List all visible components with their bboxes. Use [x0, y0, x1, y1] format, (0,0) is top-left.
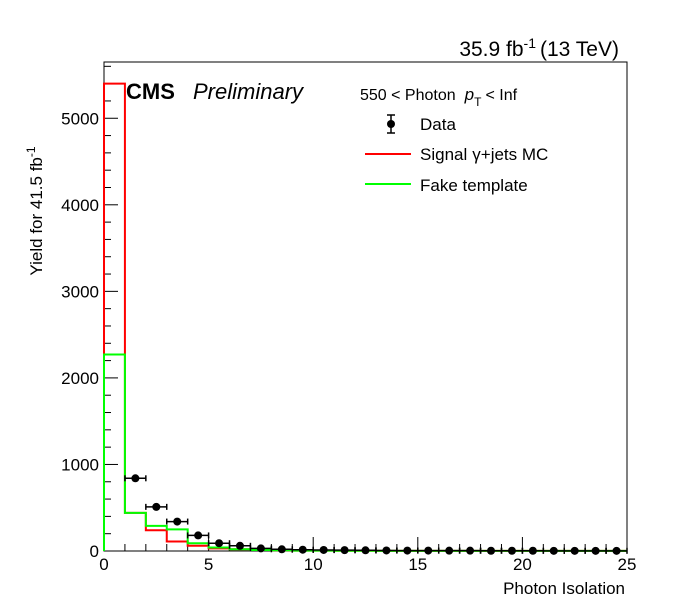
preliminary-label: Preliminary [193, 79, 305, 104]
y-axis-title: Yield for 41.5 fb-1 [24, 146, 46, 275]
data-point [256, 544, 265, 553]
data-points [124, 474, 628, 555]
lumi-energy: (13 TeV) [540, 38, 619, 61]
y-tick-label: 3000 [61, 282, 99, 301]
data-point [173, 517, 182, 526]
legend-signal-pre: Signal [420, 145, 467, 164]
x-tick-label: 15 [408, 555, 427, 574]
lumi-value: 35.9 fb [459, 38, 523, 61]
tick-labels: 0 5 10 15 20 25 0 1000 2000 3000 4000 5000 [61, 109, 636, 574]
legend-signal-label: Signal γ+jets MC [420, 145, 548, 164]
legend-header-sub: T [474, 95, 482, 109]
y-axis-title-main: Yield for 41.5 fb [27, 157, 46, 275]
legend: 550 < Photon pT < Inf Data Signal γ+jets MC… [360, 85, 548, 195]
legend-header-post: < Inf [485, 87, 517, 104]
legend-data-label: Data [420, 115, 456, 134]
data-point [277, 545, 286, 554]
data-point [612, 546, 621, 555]
data-point [131, 474, 140, 483]
legend-header-pre: 550 < Photon [360, 87, 456, 104]
x-tick-label: 20 [513, 555, 532, 574]
data-point [507, 546, 516, 555]
data-point [403, 546, 412, 555]
data-point [361, 546, 370, 555]
y-tick-label: 2000 [61, 369, 99, 388]
x-tick-label: 0 [99, 555, 108, 574]
data-point [549, 546, 558, 555]
y-tick-label: 4000 [61, 196, 99, 215]
y-tick-label: 0 [90, 542, 99, 561]
legend-header-p: p [464, 85, 474, 104]
data-point [424, 546, 433, 555]
data-point [152, 502, 161, 511]
data-point [194, 531, 203, 540]
legend-data-marker [387, 114, 395, 134]
lumi-label: 35.9 fb-1 (13 TeV) [459, 35, 619, 61]
y-axis-title-exp: -1 [24, 146, 38, 157]
x-tick-label: 10 [304, 555, 323, 574]
lumi-exp: -1 [524, 35, 537, 51]
y-tick-label: 5000 [61, 109, 99, 128]
x-tick-label: 5 [204, 555, 213, 574]
legend-signal-greek: γ [472, 145, 481, 164]
axis-ticks [103, 65, 628, 552]
data-point [298, 545, 307, 554]
legend-header: 550 < Photon pT < Inf [360, 85, 518, 109]
data-point [215, 539, 224, 548]
cms-label: CMS [126, 79, 175, 104]
x-tick-label: 25 [618, 555, 637, 574]
x-axis-title: Photon Isolation [503, 579, 625, 598]
data-point [591, 546, 600, 555]
y-tick-label: 1000 [61, 455, 99, 474]
data-point [528, 546, 537, 555]
data-point [340, 546, 349, 555]
plot-frame [103, 61, 628, 552]
legend-fake-label: Fake template [420, 176, 528, 195]
data-point [487, 546, 496, 555]
data-point [570, 546, 579, 555]
data-point [319, 545, 328, 554]
data-point [445, 546, 454, 555]
data-point [382, 546, 391, 555]
legend-signal-post: +jets MC [481, 145, 549, 164]
data-point [466, 546, 475, 555]
data-point [235, 541, 244, 550]
